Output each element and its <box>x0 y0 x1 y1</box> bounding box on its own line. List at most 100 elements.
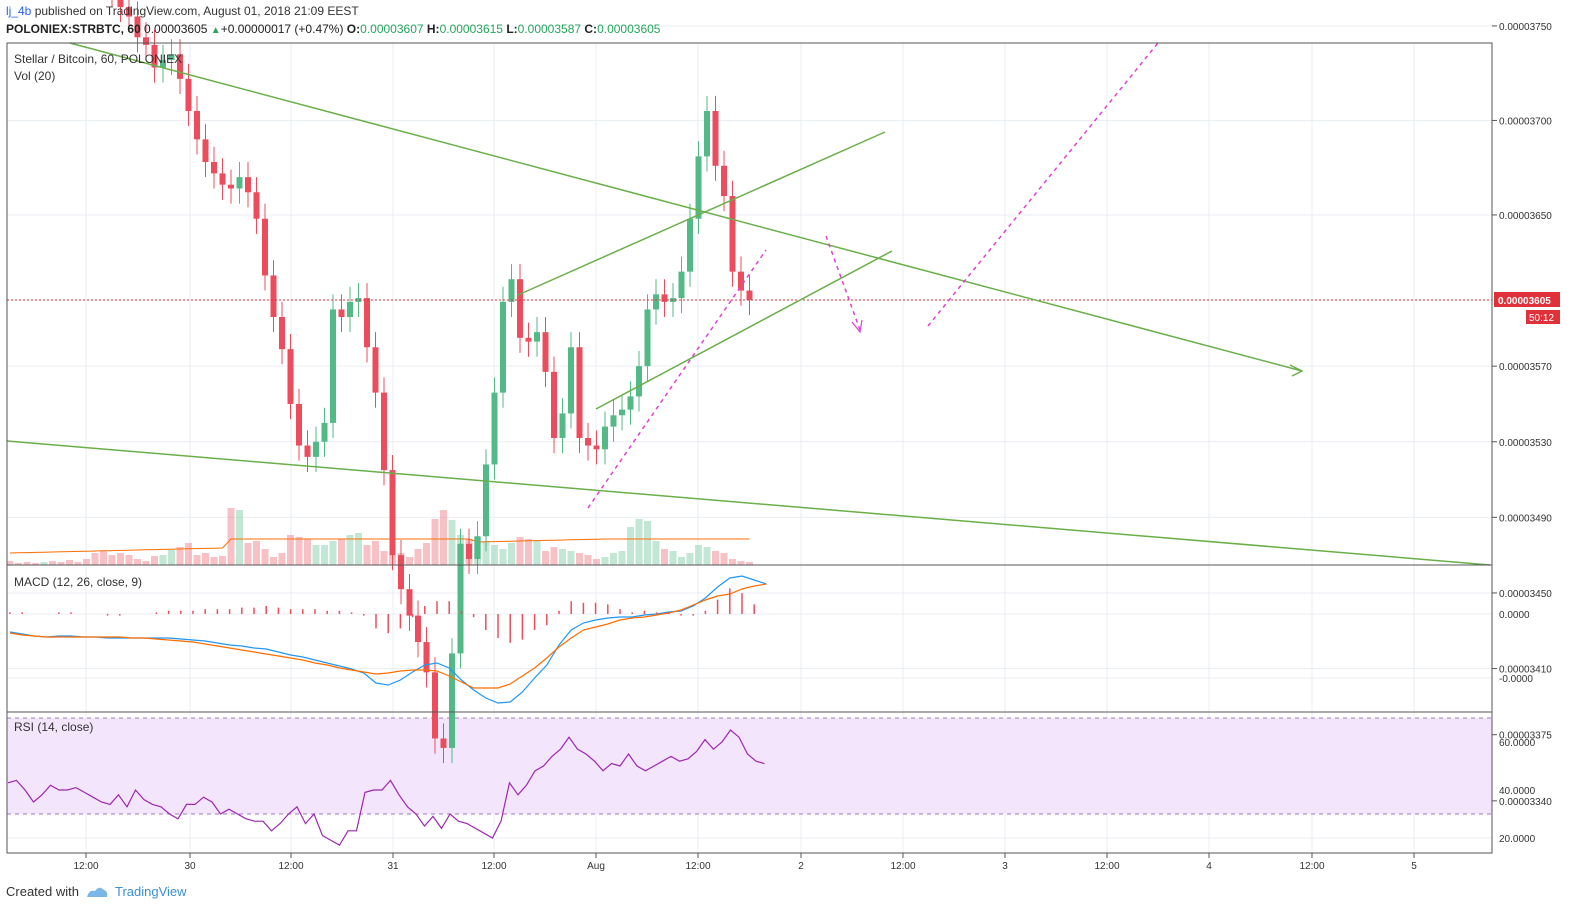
y-tick-label: 0.00003700 <box>1499 116 1552 127</box>
candle-body <box>551 371 557 438</box>
macd-label: MACD (12, 26, close, 9) <box>14 575 143 589</box>
candle-body <box>177 54 183 79</box>
rsi-band-fill <box>7 718 1492 814</box>
candles <box>7 0 1492 764</box>
low-label: L: <box>506 22 518 36</box>
volume-bar <box>618 551 626 565</box>
candle-body <box>721 165 727 197</box>
volume-bar <box>533 541 541 565</box>
candle-body <box>389 470 396 556</box>
x-tick-label: 30 <box>184 861 196 872</box>
volume-bar <box>57 562 65 565</box>
candle-body <box>287 349 294 404</box>
x-tick-label: 4 <box>1206 861 1212 872</box>
volume-bar <box>661 549 668 565</box>
candle-body <box>449 653 455 748</box>
volume-bar <box>380 551 388 565</box>
candle-body <box>534 332 540 342</box>
x-tick-label: 12:00 <box>685 861 710 872</box>
volume-bar <box>304 539 311 565</box>
volume-bar <box>448 520 456 565</box>
volume-bar <box>593 559 600 565</box>
candle-body <box>542 332 549 372</box>
projection-line <box>587 249 767 509</box>
candle-body <box>678 271 685 299</box>
published-text: published on TradingView.com, August 01,… <box>34 4 359 18</box>
candle-body <box>338 309 345 318</box>
candle-body <box>695 156 702 219</box>
volume-bar <box>414 549 422 565</box>
volume-bar <box>576 553 583 565</box>
volume-bar <box>202 553 209 565</box>
y-tick-label: 0.00003340 <box>1499 797 1552 808</box>
volume-bar <box>278 553 286 565</box>
candle-body <box>279 317 285 350</box>
tradingview-logo-icon <box>86 887 108 897</box>
volume-bar <box>321 545 328 565</box>
candle-body <box>168 54 175 60</box>
volume-bar <box>108 555 116 565</box>
signal-line <box>9 583 767 689</box>
volume-bar <box>329 541 337 565</box>
high-label: H: <box>426 22 440 36</box>
ohlc-line: POLONIEX:STRBTC, 60 0.00003605 ▲+0.00000… <box>6 22 660 36</box>
rsi-band <box>7 717 1492 815</box>
author-link[interactable]: lj_4b <box>6 4 32 18</box>
volume-bar <box>91 553 99 565</box>
candle-body <box>355 298 362 302</box>
projection-line <box>825 235 861 331</box>
candle-body <box>296 403 302 446</box>
trend-drawings <box>6 42 1491 566</box>
volume-bar <box>227 508 235 565</box>
macd-tick-label: 0.0000 <box>1499 610 1530 621</box>
y-tick-label: 0.00003490 <box>1499 513 1552 524</box>
candle-body <box>381 392 387 471</box>
candle-body <box>304 445 311 457</box>
candle-body <box>151 44 158 68</box>
volume-bar <box>550 547 558 565</box>
volume-bar <box>253 541 260 565</box>
candle-body <box>398 555 404 590</box>
x-tick-label: 12:00 <box>73 861 98 872</box>
candle-body <box>610 415 617 427</box>
volume-bar <box>32 563 39 565</box>
volume-bar <box>117 553 124 565</box>
candle-body <box>143 37 149 45</box>
volume-bar <box>295 537 303 565</box>
volume-bar <box>525 539 532 565</box>
candle-body <box>474 536 481 559</box>
channel-bottom <box>595 250 893 410</box>
candle-body <box>500 301 506 393</box>
macd-line <box>9 575 767 704</box>
volume-bar <box>703 547 711 565</box>
candle-body <box>687 218 693 272</box>
candle-body <box>729 196 736 272</box>
y-tick-label: 0.00003570 <box>1499 362 1552 373</box>
candle-body <box>593 445 600 450</box>
candle-body <box>525 337 532 342</box>
volume-bar <box>678 557 685 565</box>
y-tick-label: 0.00003650 <box>1499 211 1552 222</box>
candle-body <box>415 615 421 643</box>
open-label: O: <box>346 22 361 36</box>
volume-bar <box>406 557 413 565</box>
candle-body <box>738 271 744 291</box>
publish-line: lj_4b published on TradingView.com, Augu… <box>6 4 359 18</box>
tradingview-link[interactable]: TradingView <box>114 884 187 899</box>
y-tick-label: 0.00003410 <box>1499 665 1552 676</box>
high-value: 0.00003615 <box>439 22 503 36</box>
volume-bar <box>142 561 150 565</box>
candle-body <box>661 294 668 302</box>
volume-bar <box>261 549 269 565</box>
candle-body <box>160 59 166 68</box>
trend-arrow-head <box>1289 364 1304 377</box>
volume-bar <box>610 553 617 565</box>
candle-body <box>746 290 753 300</box>
x-tick-label: 12:00 <box>481 861 506 872</box>
volume-bar <box>185 543 192 565</box>
volume-bar <box>210 557 218 565</box>
x-tick-label: Aug <box>587 861 605 872</box>
macd-tick-label: -0.0000 <box>1499 674 1533 685</box>
footer: Created with TradingView <box>6 884 187 899</box>
volume-bar <box>15 563 22 565</box>
